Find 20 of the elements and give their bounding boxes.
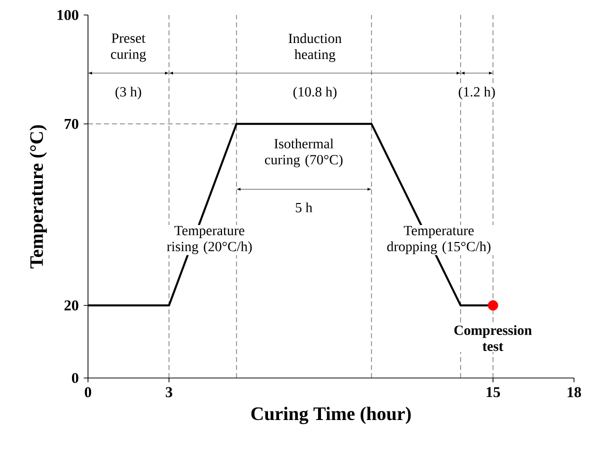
annotation: (10.8 h): [293, 86, 336, 100]
annotation: Isothermal curing (70°C): [264, 138, 343, 168]
annotation: Preset curing: [110, 34, 146, 62]
x-tick-label: 0: [84, 387, 92, 398]
y-tick-label: 70: [64, 118, 78, 129]
y-tick-label: 20: [64, 300, 78, 310]
x-axis-title: Curing Time (hour): [251, 406, 411, 424]
annotation: Induction heating: [288, 33, 342, 62]
annotation: 5 h: [296, 202, 312, 212]
annotation: (1.2 h): [458, 86, 495, 100]
annotation: Compression test: [454, 325, 532, 351]
x-tick-label: 15: [486, 387, 500, 398]
y-tick-label: 100: [58, 10, 78, 20]
annotation: (3 h): [116, 86, 142, 100]
x-tick-label: 18: [568, 387, 582, 398]
y-axis-title: Temperature (°C): [30, 125, 47, 268]
x-tick-label: 3: [166, 387, 172, 398]
annotation: Temperature rising (20°C/h): [166, 226, 252, 254]
annotation: Temperature dropping (15°C/h): [387, 226, 490, 254]
y-tick-label: 0: [72, 372, 78, 384]
